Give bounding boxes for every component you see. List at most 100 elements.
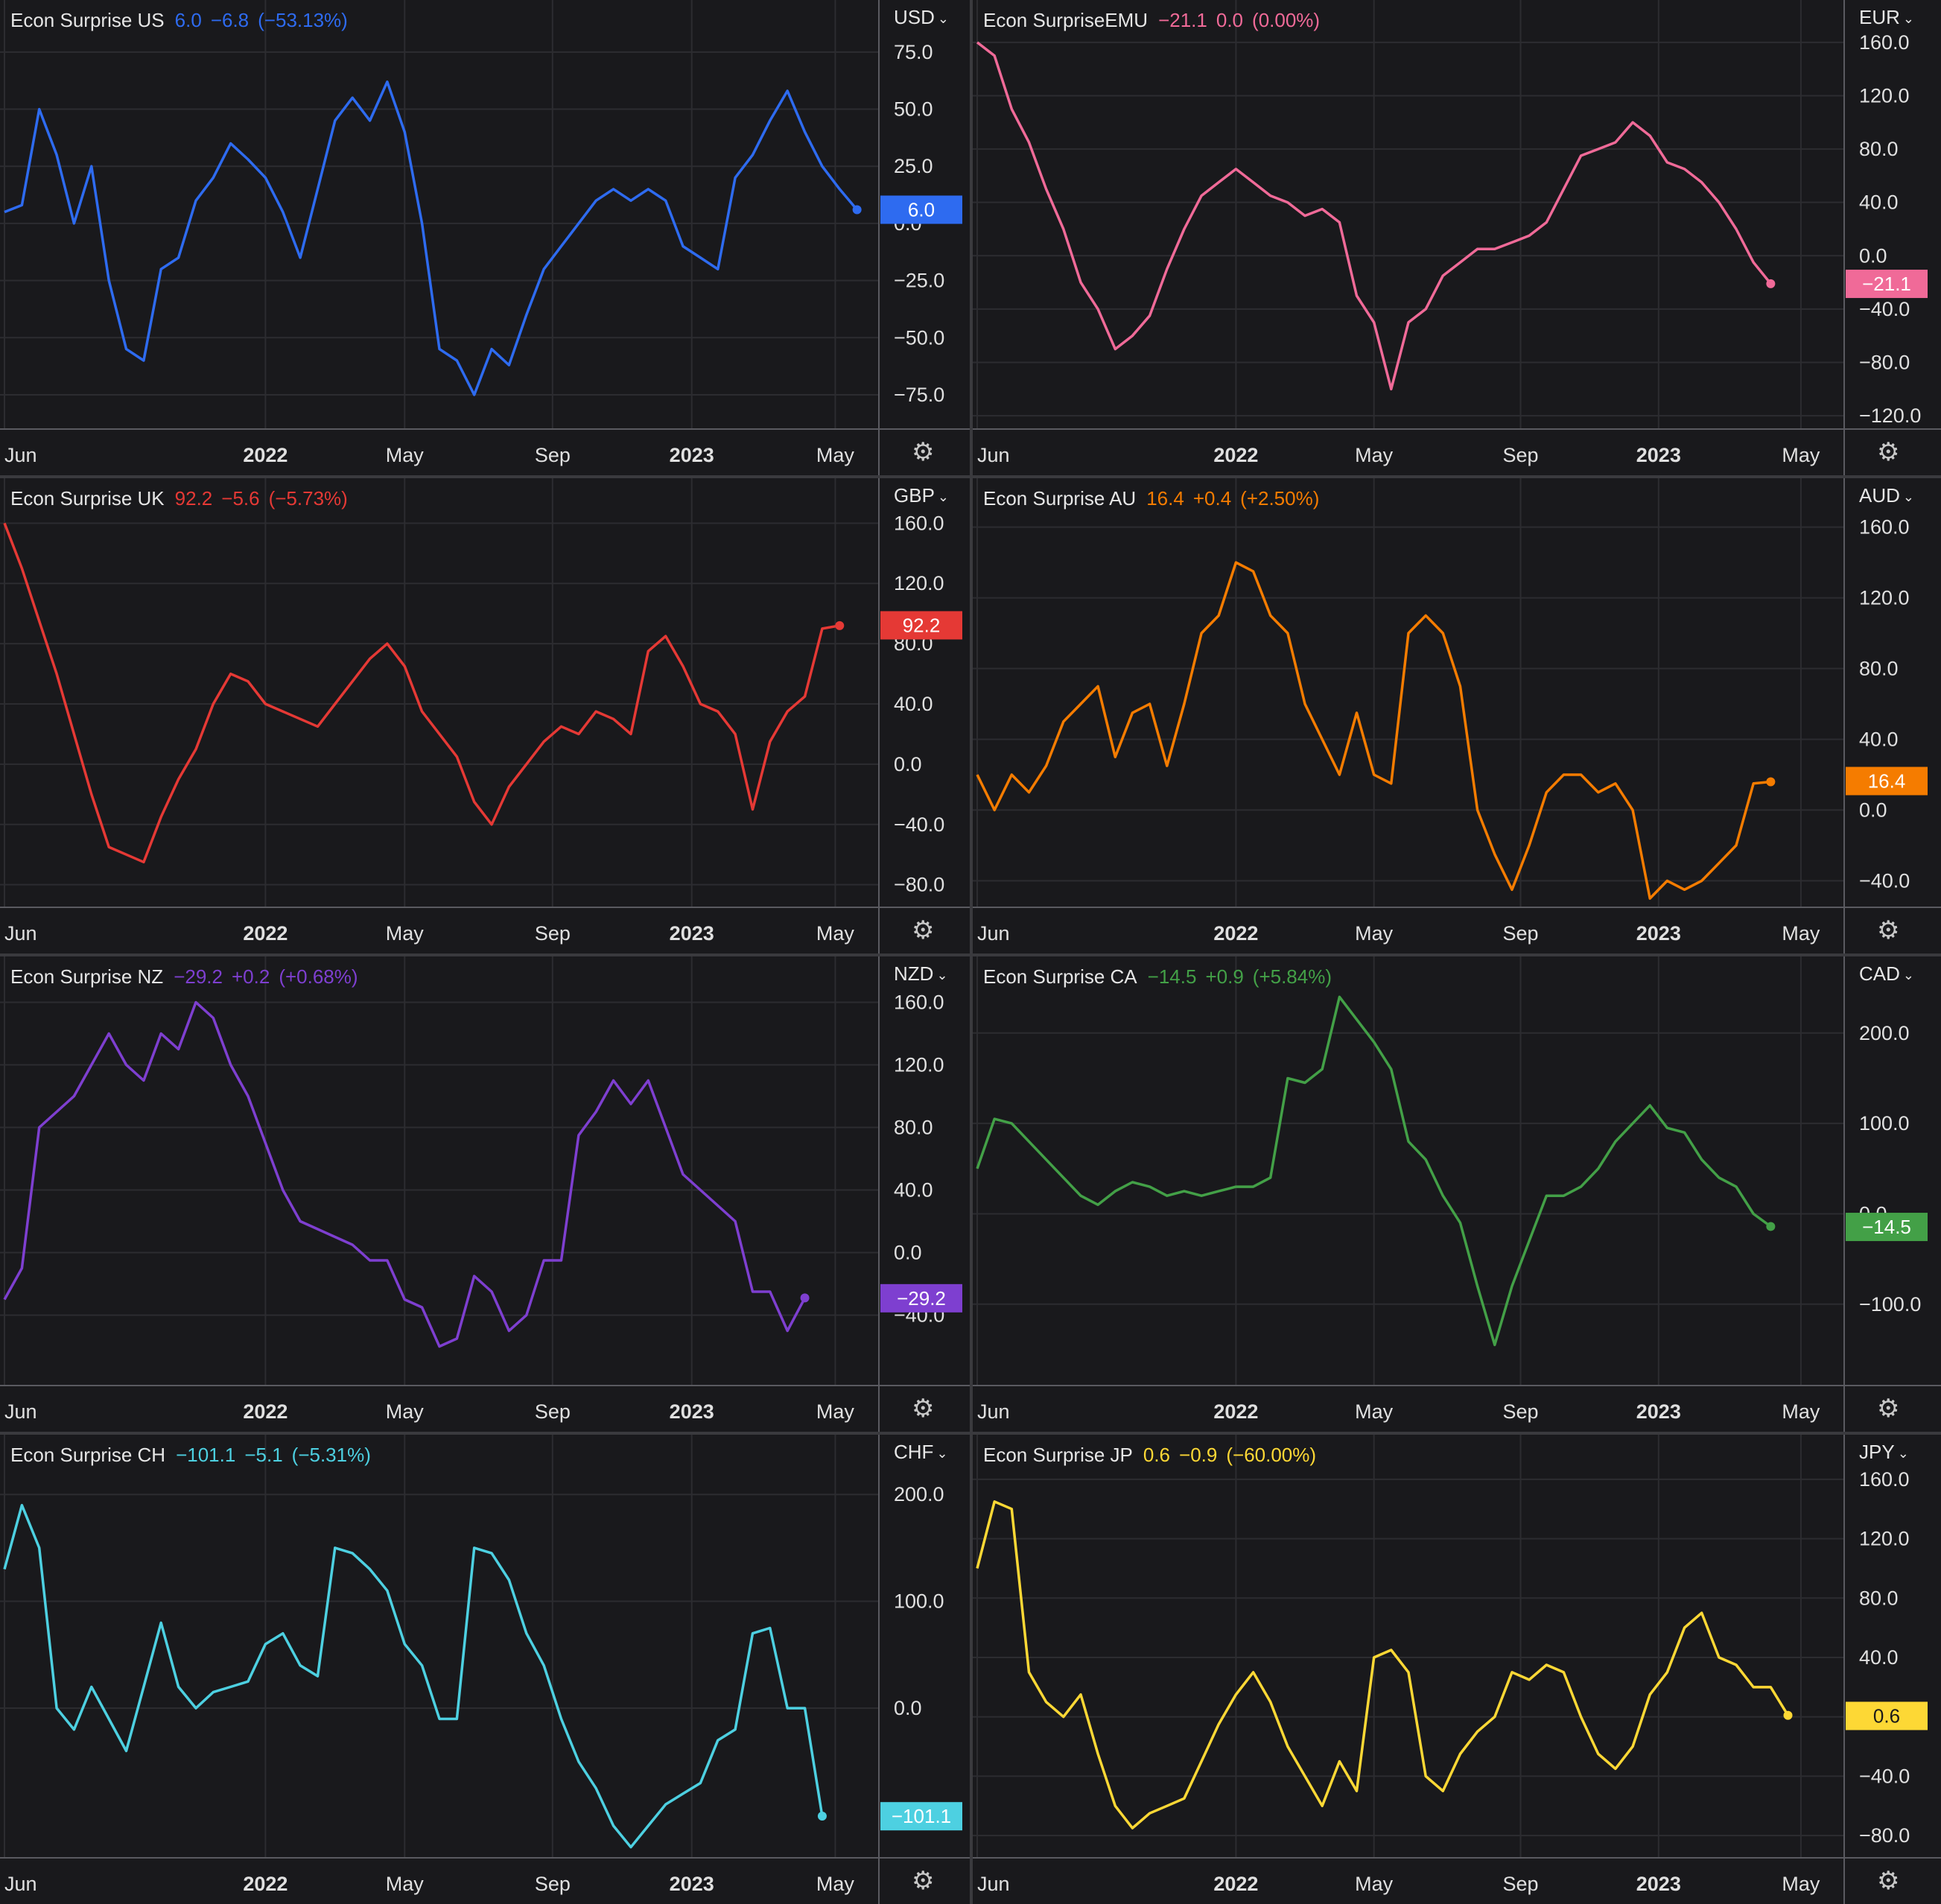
last-value-badge: [1846, 767, 1928, 796]
y-tick-label: 200.0: [894, 1483, 944, 1505]
x-tick-label: May: [816, 922, 855, 945]
x-tick-label: Sep: [535, 444, 571, 466]
x-tick-label: Sep: [535, 1873, 571, 1895]
series-name: Econ Surprise US: [10, 9, 165, 31]
series-legend[interactable]: Econ Surprise US 6.0 −6.8 (−53.13%): [10, 9, 357, 32]
x-tick-label: Jun: [4, 1873, 37, 1895]
y-tick-label: 0.0: [1859, 244, 1887, 267]
currency-selector[interactable]: AUD ⌄: [1859, 484, 1914, 507]
series-legend[interactable]: Econ Surprise AU 16.4 +0.4 (+2.50%): [983, 487, 1328, 510]
y-tick-label: 0.0: [894, 753, 922, 775]
currency-selector[interactable]: EUR ⌄: [1859, 6, 1914, 29]
chevron-down-icon: ⌄: [936, 967, 948, 983]
chart-panel[interactable]: 200.0100.00.0−100.0Jun2022MaySep2023May−…: [973, 956, 1941, 1432]
chart-panel[interactable]: 160.0120.080.040.00.0−40.0−80.0Jun2022Ma…: [973, 1435, 1941, 1904]
chart-panel[interactable]: 200.0 100.0 0.0 Jun 2022 May Sep 2023 May −101.1 E…: [0, 1435, 970, 1904]
last-value-label: 16.4: [1868, 770, 1906, 793]
series-value: 92.2: [174, 487, 213, 510]
last-point-marker: [835, 621, 845, 630]
x-tick-label: May: [386, 922, 425, 945]
y-tick-label: 0.0: [1859, 799, 1887, 821]
series-value: 16.4: [1146, 487, 1184, 510]
settings-gear-icon[interactable]: ⚙: [1877, 438, 1900, 466]
chevron-down-icon: ⌄: [1902, 489, 1914, 504]
y-tick-label: −40.0: [1859, 298, 1910, 320]
currency-selector[interactable]: GBP ⌄: [894, 484, 949, 507]
last-value-label: 0.6: [1873, 1705, 1900, 1727]
currency-selector[interactable]: CAD ⌄: [1859, 962, 1914, 986]
series-legend[interactable]: Econ Surprise JP 0.6 −0.9 (−60.00%): [983, 1444, 1325, 1467]
last-value-badge: [880, 611, 962, 640]
series-change-pct: (+0.68%): [279, 965, 358, 988]
series-change-pct: (−5.31%): [291, 1444, 371, 1466]
chart-panel[interactable]: 75.050.025.00.0−25.0−50.0−75.0Jun2022May…: [0, 0, 970, 475]
x-tick-label: 2022: [243, 444, 288, 466]
settings-gear-icon[interactable]: ⚙: [912, 438, 935, 466]
x-tick-label: 2022: [1213, 1400, 1258, 1423]
y-tick-label: −80.0: [1859, 351, 1910, 373]
settings-gear-icon[interactable]: ⚙: [912, 1394, 935, 1423]
series-name: Econ Surprise NZ: [10, 965, 164, 988]
x-tick-label: 2023: [670, 444, 714, 466]
chart-svg: 200.0100.00.0−100.0Jun2022MaySep2023May−…: [973, 956, 1941, 1432]
series-name: Econ Surprise CA: [983, 965, 1137, 988]
series-name: Econ Surprise UK: [10, 487, 165, 510]
y-tick-label: 160.0: [1859, 31, 1910, 54]
x-tick-label: 2023: [670, 922, 714, 945]
chart-panel[interactable]: 160.0 120.0 80.0 40.0 0.0 −40.0 Jun 2022 May Sep 2…: [0, 956, 970, 1432]
settings-gear-icon[interactable]: ⚙: [1877, 1394, 1900, 1423]
currency-selector[interactable]: CHF ⌄: [894, 1441, 948, 1464]
y-tick-label: −40.0: [1859, 869, 1910, 892]
series-change: −5.1: [244, 1444, 283, 1466]
last-value-label: 92.2: [903, 614, 941, 636]
y-tick-label: 100.0: [894, 1590, 944, 1613]
y-tick-label: 80.0: [1859, 138, 1899, 160]
settings-gear-icon[interactable]: ⚙: [912, 916, 935, 945]
x-tick-label: Jun: [977, 444, 1010, 466]
chevron-down-icon: ⌄: [1902, 10, 1914, 26]
x-tick-label: May: [1782, 922, 1820, 945]
y-tick-label: 80.0: [894, 1117, 933, 1139]
chart-panel[interactable]: 160.0 120.0 80.0 40.0 0.0 −40.0 Jun 2022 May Sep 2…: [973, 478, 1941, 953]
series-value: 0.6: [1143, 1444, 1171, 1466]
y-tick-label: −80.0: [1859, 1824, 1910, 1847]
currency-selector[interactable]: JPY ⌄: [1859, 1441, 1909, 1464]
last-point-marker: [1766, 279, 1776, 288]
currency-label: GBP: [894, 484, 935, 507]
currency-selector[interactable]: USD ⌄: [894, 6, 949, 29]
y-tick-label: 160.0: [1859, 516, 1910, 539]
currency-selector[interactable]: NZD ⌄: [894, 962, 948, 986]
x-tick-label: May: [1782, 444, 1820, 466]
panel-divider-vertical[interactable]: [970, 0, 973, 1904]
series-line: [976, 1500, 1789, 1830]
x-tick-label: May: [816, 1400, 855, 1423]
series-line: [3, 1000, 807, 1348]
chevron-down-icon: ⌄: [1897, 1445, 1909, 1461]
series-legend[interactable]: Econ Surprise CA −14.5 +0.9 (+5.84%): [983, 965, 1341, 989]
last-value-badge: [1846, 1213, 1928, 1242]
series-legend[interactable]: Econ Surprise CH −101.1 −5.1 (−5.31%): [10, 1444, 380, 1467]
chart-panel[interactable]: 160.0 120.0 80.0 40.0 0.0 −40.0 −80.0 −120.0 Jun…: [973, 0, 1941, 475]
currency-label: AUD: [1859, 484, 1900, 507]
y-tick-label: −80.0: [894, 874, 944, 896]
y-tick-label: 120.0: [1859, 84, 1910, 107]
x-tick-label: Sep: [535, 922, 571, 945]
last-value-label: 6.0: [908, 199, 935, 221]
x-tick-label: Sep: [535, 1400, 571, 1423]
panel-divider-horizontal[interactable]: [0, 475, 1941, 478]
panel-divider-horizontal[interactable]: [0, 953, 1941, 956]
x-tick-label: 2022: [1213, 444, 1258, 466]
x-tick-label: May: [386, 1400, 425, 1423]
settings-gear-icon[interactable]: ⚙: [912, 1867, 935, 1895]
panel-divider-horizontal[interactable]: [0, 1432, 1941, 1435]
currency-label: CHF: [894, 1441, 934, 1463]
series-legend[interactable]: Econ SurpriseEMU −21.1 0.0 (0.00%): [983, 9, 1329, 32]
series-legend[interactable]: Econ Surprise UK 92.2 −5.6 (−5.73%): [10, 487, 357, 510]
series-legend[interactable]: Econ Surprise NZ −29.2 +0.2 (+0.68%): [10, 965, 367, 989]
settings-gear-icon[interactable]: ⚙: [1877, 1867, 1900, 1895]
settings-gear-icon[interactable]: ⚙: [1877, 916, 1900, 945]
series-change-pct: (−53.13%): [258, 9, 348, 31]
